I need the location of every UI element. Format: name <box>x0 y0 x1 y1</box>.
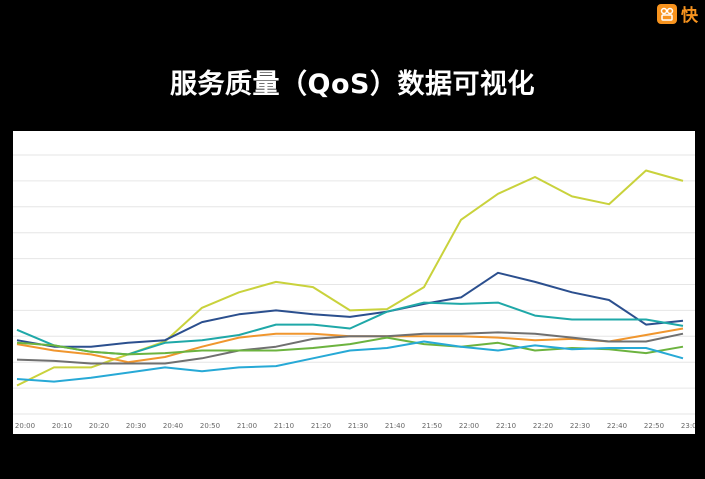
logo-text: 快 <box>681 6 698 26</box>
series-line-7 <box>16 340 684 383</box>
series-line-5 <box>16 331 684 365</box>
x-tick-label: 22:50 <box>644 422 664 430</box>
x-tick-label: 21:20 <box>311 422 331 430</box>
x-tick-label: 20:00 <box>15 422 35 430</box>
brand-logo: 快 <box>657 1 698 26</box>
line-chart: 20:00 20:10 20:20 20:30 20:40 20:50 21:00 21:10… <box>13 154 701 430</box>
x-tick-label: 22:00 <box>459 422 479 430</box>
x-tick-label: 23:00 <box>681 422 695 430</box>
slide-title: 服务质量（QoS）数据可视化 <box>170 69 535 100</box>
kuaishou-logo-icon <box>657 3 677 24</box>
x-tick-label: 21:40 <box>385 422 405 430</box>
x-tick-label: 22:40 <box>607 422 627 430</box>
chart-panel: 20:00 20:10 20:20 20:30 20:40 20:50 21:00 21:10… <box>13 131 701 434</box>
x-tick-label: 22:20 <box>533 422 553 430</box>
x-tick-label: 20:10 <box>52 422 72 430</box>
x-tick-label: 22:10 <box>496 422 516 430</box>
series-line-6 <box>16 336 684 356</box>
series-line-4 <box>16 327 684 364</box>
x-tick-label: 21:00 <box>237 422 257 430</box>
x-tick-label: 20:50 <box>200 422 220 430</box>
x-tick-label: 20:20 <box>89 422 109 430</box>
x-tick-label: 22:30 <box>570 422 590 430</box>
x-tick-label: 20:40 <box>163 422 183 430</box>
series-line-2 <box>16 271 684 348</box>
x-tick-label: 21:30 <box>348 422 368 430</box>
x-tick-label: 21:50 <box>422 422 442 430</box>
x-tick-label: 21:10 <box>274 422 294 430</box>
x-tick-label: 20:30 <box>126 422 146 430</box>
